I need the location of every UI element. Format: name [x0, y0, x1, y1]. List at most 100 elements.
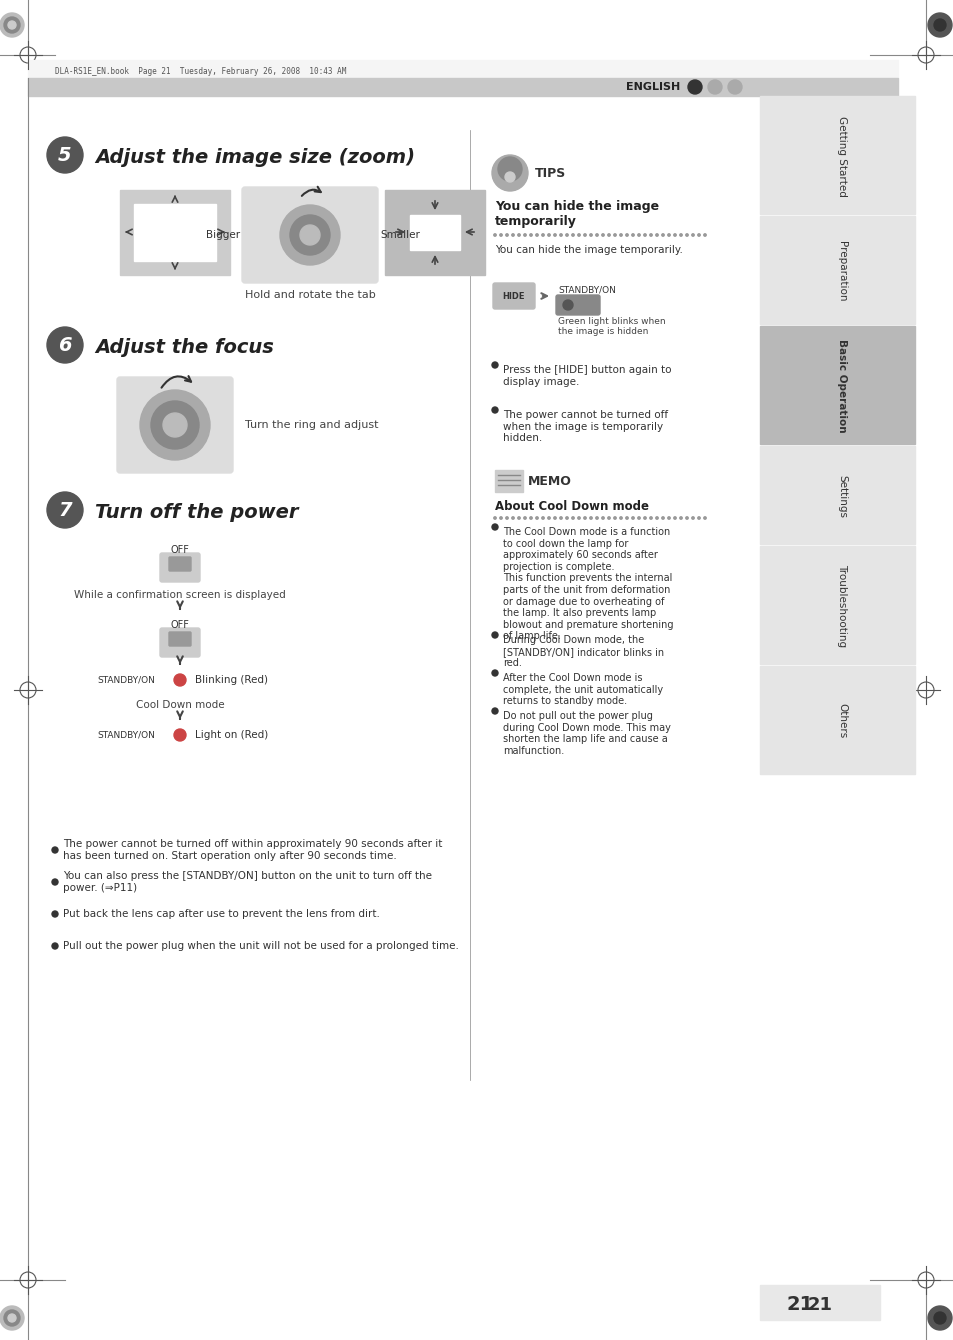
Circle shape: [578, 517, 579, 519]
Circle shape: [52, 943, 58, 949]
Circle shape: [511, 517, 514, 519]
Text: 6: 6: [58, 335, 71, 355]
Circle shape: [638, 517, 639, 519]
Circle shape: [707, 80, 721, 94]
Circle shape: [290, 214, 330, 255]
Text: Green light blinks when
the image is hidden: Green light blinks when the image is hid…: [558, 318, 665, 336]
Circle shape: [673, 517, 676, 519]
Circle shape: [492, 632, 497, 638]
Circle shape: [589, 517, 592, 519]
Circle shape: [685, 233, 687, 236]
Circle shape: [927, 1306, 951, 1331]
Bar: [760, 545, 914, 665]
Circle shape: [492, 670, 497, 675]
Bar: [133, 204, 215, 261]
Circle shape: [547, 233, 550, 236]
Circle shape: [492, 524, 497, 531]
Circle shape: [589, 233, 592, 236]
Text: About Cool Down mode: About Cool Down mode: [495, 500, 648, 513]
Circle shape: [554, 517, 556, 519]
Circle shape: [497, 157, 521, 181]
Bar: [385, 190, 484, 275]
Bar: [760, 326, 914, 444]
Text: STANDBY/ON: STANDBY/ON: [558, 285, 616, 293]
Circle shape: [601, 233, 603, 236]
Circle shape: [685, 517, 687, 519]
Circle shape: [583, 233, 585, 236]
Text: Hold and rotate the tab: Hold and rotate the tab: [244, 289, 375, 300]
Text: Turn off the power: Turn off the power: [95, 502, 298, 521]
Circle shape: [625, 517, 627, 519]
Circle shape: [927, 13, 951, 38]
Circle shape: [703, 233, 705, 236]
Circle shape: [554, 233, 556, 236]
Circle shape: [613, 233, 616, 236]
Circle shape: [494, 517, 496, 519]
Text: Cool Down mode: Cool Down mode: [135, 699, 224, 710]
Circle shape: [559, 517, 561, 519]
Text: Bigger: Bigger: [206, 230, 240, 240]
Circle shape: [583, 517, 585, 519]
Circle shape: [691, 517, 694, 519]
Circle shape: [667, 517, 670, 519]
Circle shape: [559, 233, 561, 236]
Text: The Cool Down mode is a function
to cool down the lamp for
approximately 60 seco: The Cool Down mode is a function to cool…: [502, 527, 673, 642]
FancyBboxPatch shape: [169, 632, 191, 646]
Text: 5: 5: [58, 146, 71, 165]
Circle shape: [601, 517, 603, 519]
Circle shape: [536, 517, 537, 519]
Circle shape: [565, 517, 568, 519]
Text: The power cannot be turned off within approximately 90 seconds after it
has been: The power cannot be turned off within ap…: [63, 839, 442, 860]
Circle shape: [517, 233, 519, 236]
Circle shape: [687, 80, 701, 94]
Circle shape: [163, 413, 187, 437]
Text: DLA-RS1E_EN.book  Page 21  Tuesday, February 26, 2008  10:43 AM: DLA-RS1E_EN.book Page 21 Tuesday, Februa…: [55, 67, 346, 75]
Text: The power cannot be turned off
when the image is temporarily
hidden.: The power cannot be turned off when the …: [502, 410, 667, 444]
Circle shape: [47, 137, 83, 173]
Circle shape: [547, 517, 550, 519]
Circle shape: [511, 233, 514, 236]
Circle shape: [8, 1315, 16, 1323]
Text: Pull out the power plug when the unit will not be used for a prolonged time.: Pull out the power plug when the unit wi…: [63, 941, 458, 951]
Text: Do not pull out the power plug
during Cool Down mode. This may
shorten the lamp : Do not pull out the power plug during Co…: [502, 712, 670, 756]
Circle shape: [4, 1311, 20, 1327]
Text: Put back the lens cap after use to prevent the lens from dirt.: Put back the lens cap after use to preve…: [63, 909, 379, 919]
Circle shape: [492, 362, 497, 368]
Circle shape: [52, 879, 58, 884]
Circle shape: [631, 517, 634, 519]
Text: Adjust the image size (zoom): Adjust the image size (zoom): [95, 147, 415, 166]
Circle shape: [47, 492, 83, 528]
Circle shape: [649, 517, 652, 519]
Bar: [760, 446, 914, 544]
Circle shape: [541, 517, 543, 519]
Circle shape: [492, 155, 527, 192]
Circle shape: [541, 233, 543, 236]
FancyBboxPatch shape: [160, 628, 200, 657]
Circle shape: [492, 708, 497, 714]
Circle shape: [655, 233, 658, 236]
Bar: [28, 78, 897, 96]
Bar: [120, 190, 230, 275]
FancyBboxPatch shape: [117, 377, 233, 473]
Circle shape: [655, 517, 658, 519]
Circle shape: [697, 233, 700, 236]
Circle shape: [52, 847, 58, 854]
FancyBboxPatch shape: [493, 283, 535, 310]
Circle shape: [492, 407, 497, 413]
Circle shape: [691, 233, 694, 236]
Circle shape: [4, 17, 20, 34]
Circle shape: [151, 401, 199, 449]
Text: ENGLISH: ENGLISH: [625, 82, 679, 92]
Bar: [760, 96, 914, 214]
Circle shape: [697, 517, 700, 519]
FancyBboxPatch shape: [242, 188, 377, 283]
Text: 21: 21: [806, 1296, 832, 1315]
Circle shape: [679, 233, 681, 236]
Circle shape: [299, 225, 319, 245]
Circle shape: [619, 233, 621, 236]
Circle shape: [562, 300, 573, 310]
Circle shape: [571, 517, 574, 519]
FancyBboxPatch shape: [556, 295, 599, 315]
Text: OFF: OFF: [171, 620, 190, 630]
Circle shape: [679, 517, 681, 519]
